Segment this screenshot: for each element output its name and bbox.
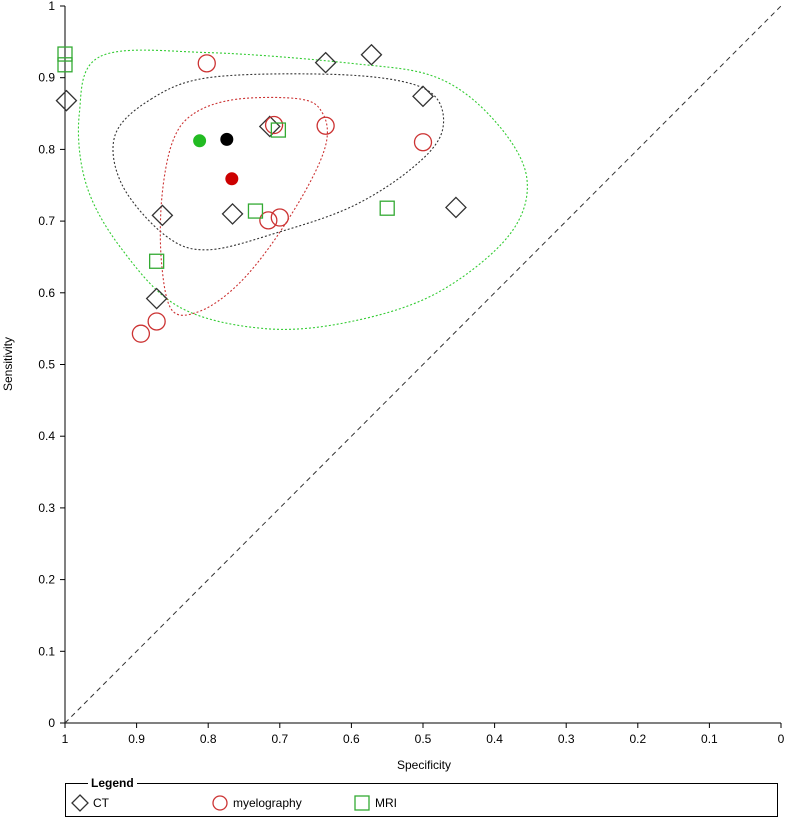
plot-frame (64, 5, 782, 724)
confidence-region-ct (112, 73, 445, 251)
legend-title: Legend (88, 776, 137, 790)
diagonal-reference-line (64, 5, 782, 724)
axis-ticks: 1 0.9 0.8 0.7 0.6 0.5 0.4 0.3 0.2 0.1 0 0 0.1 0.2 0.3 0… (38, 0, 784, 746)
y-tick-label: 1 (48, 0, 55, 13)
legend-label-myelography: myelography (233, 796, 302, 810)
x-tick-label: 1 (62, 732, 69, 746)
x-tick-label: 0 (778, 732, 785, 746)
summary-point-mri (193, 134, 207, 148)
point-myelography (264, 115, 284, 135)
x-tick-label: 0.7 (271, 732, 288, 746)
x-tick-label: 0.1 (701, 732, 718, 746)
point-ct (314, 51, 337, 74)
confidence-regions (77, 49, 528, 330)
x-axis-label: Specificity (397, 758, 451, 772)
point-myelography (316, 116, 335, 135)
point-ct (145, 287, 168, 310)
y-axis-label: Sensitivity (1, 337, 15, 391)
point-myelography (259, 211, 278, 230)
x-tick-label: 0.8 (200, 732, 217, 746)
y-tick-label: 0.4 (38, 429, 55, 443)
point-mri (379, 200, 395, 216)
y-tick-label: 0.6 (38, 286, 55, 300)
confidence-region-mri (77, 49, 528, 330)
x-tick-label: 0.3 (558, 732, 575, 746)
study-points (55, 43, 467, 343)
legend-label-mri: MRI (375, 796, 397, 810)
diamond-icon (71, 794, 89, 812)
confidence-region-myelography (159, 96, 328, 316)
y-tick-label: 0.5 (38, 358, 55, 372)
point-ct (151, 204, 174, 227)
point-mri (148, 253, 165, 269)
point-myelography (413, 133, 433, 152)
square-icon (354, 795, 370, 811)
sroc-chart: 1 0.9 0.8 0.7 0.6 0.5 0.4 0.3 0.2 0.1 0 0 0.1 0.2 0.3 0… (1, 0, 785, 772)
x-tick-label: 0.5 (415, 732, 432, 746)
legend-entry-mri: MRI (352, 794, 397, 812)
point-mri (57, 57, 73, 73)
point-ct (412, 85, 434, 108)
y-tick-label: 0.8 (38, 142, 55, 156)
point-mri (57, 46, 73, 62)
y-tick-label: 0.2 (38, 573, 55, 587)
x-tick-label: 0.2 (629, 732, 646, 746)
summary-point-myelography (225, 172, 239, 186)
y-tick-label: 0.7 (38, 214, 55, 228)
summary-points (193, 132, 239, 186)
circle-icon (212, 795, 228, 811)
legend-label-ct: CT (93, 796, 109, 810)
y-tick-label: 0.3 (38, 501, 55, 515)
summary-point-ct (220, 132, 234, 146)
point-ct (445, 196, 467, 219)
point-mri (270, 122, 287, 138)
x-tick-label: 0.9 (128, 732, 145, 746)
point-myelography (147, 312, 166, 331)
point-mri (247, 203, 264, 219)
legend-box (65, 783, 778, 817)
y-tick-label: 0 (48, 716, 55, 730)
y-tick-label: 0.9 (38, 71, 55, 85)
x-tick-label: 0.6 (343, 732, 360, 746)
x-tick-label: 0.4 (486, 732, 503, 746)
point-ct (221, 203, 244, 225)
point-ct (360, 43, 383, 66)
point-myelography (270, 208, 289, 227)
point-myelography (197, 54, 216, 73)
y-tick-label: 0.1 (38, 644, 55, 658)
legend-entry-myelography: myelography (210, 794, 302, 812)
legend-entry-ct: CT (70, 794, 109, 812)
point-ct (55, 89, 78, 112)
point-myelography (131, 324, 151, 343)
